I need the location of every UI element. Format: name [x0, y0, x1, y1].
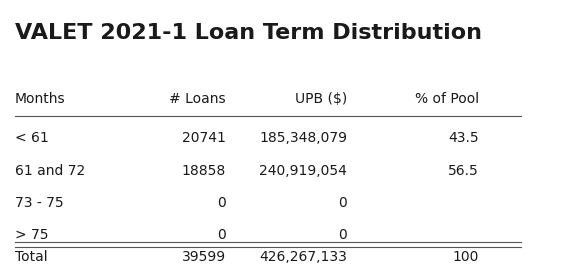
Text: 61 and 72: 61 and 72	[15, 164, 85, 178]
Text: 100: 100	[453, 250, 479, 264]
Text: 185,348,079: 185,348,079	[259, 132, 347, 145]
Text: 0: 0	[339, 196, 347, 210]
Text: 240,919,054: 240,919,054	[259, 164, 347, 178]
Text: 20741: 20741	[182, 132, 226, 145]
Text: 18858: 18858	[181, 164, 226, 178]
Text: > 75: > 75	[15, 228, 48, 242]
Text: < 61: < 61	[15, 132, 48, 145]
Text: 39599: 39599	[182, 250, 226, 264]
Text: Total: Total	[15, 250, 47, 264]
Text: 0: 0	[217, 228, 226, 242]
Text: 0: 0	[217, 196, 226, 210]
Text: VALET 2021-1 Loan Term Distribution: VALET 2021-1 Loan Term Distribution	[15, 23, 482, 43]
Text: 56.5: 56.5	[448, 164, 479, 178]
Text: % of Pool: % of Pool	[415, 92, 479, 106]
Text: 43.5: 43.5	[449, 132, 479, 145]
Text: Months: Months	[15, 92, 66, 106]
Text: 73 - 75: 73 - 75	[15, 196, 63, 210]
Text: 426,267,133: 426,267,133	[259, 250, 347, 264]
Text: # Loans: # Loans	[169, 92, 226, 106]
Text: 0: 0	[339, 228, 347, 242]
Text: UPB ($): UPB ($)	[295, 92, 347, 106]
